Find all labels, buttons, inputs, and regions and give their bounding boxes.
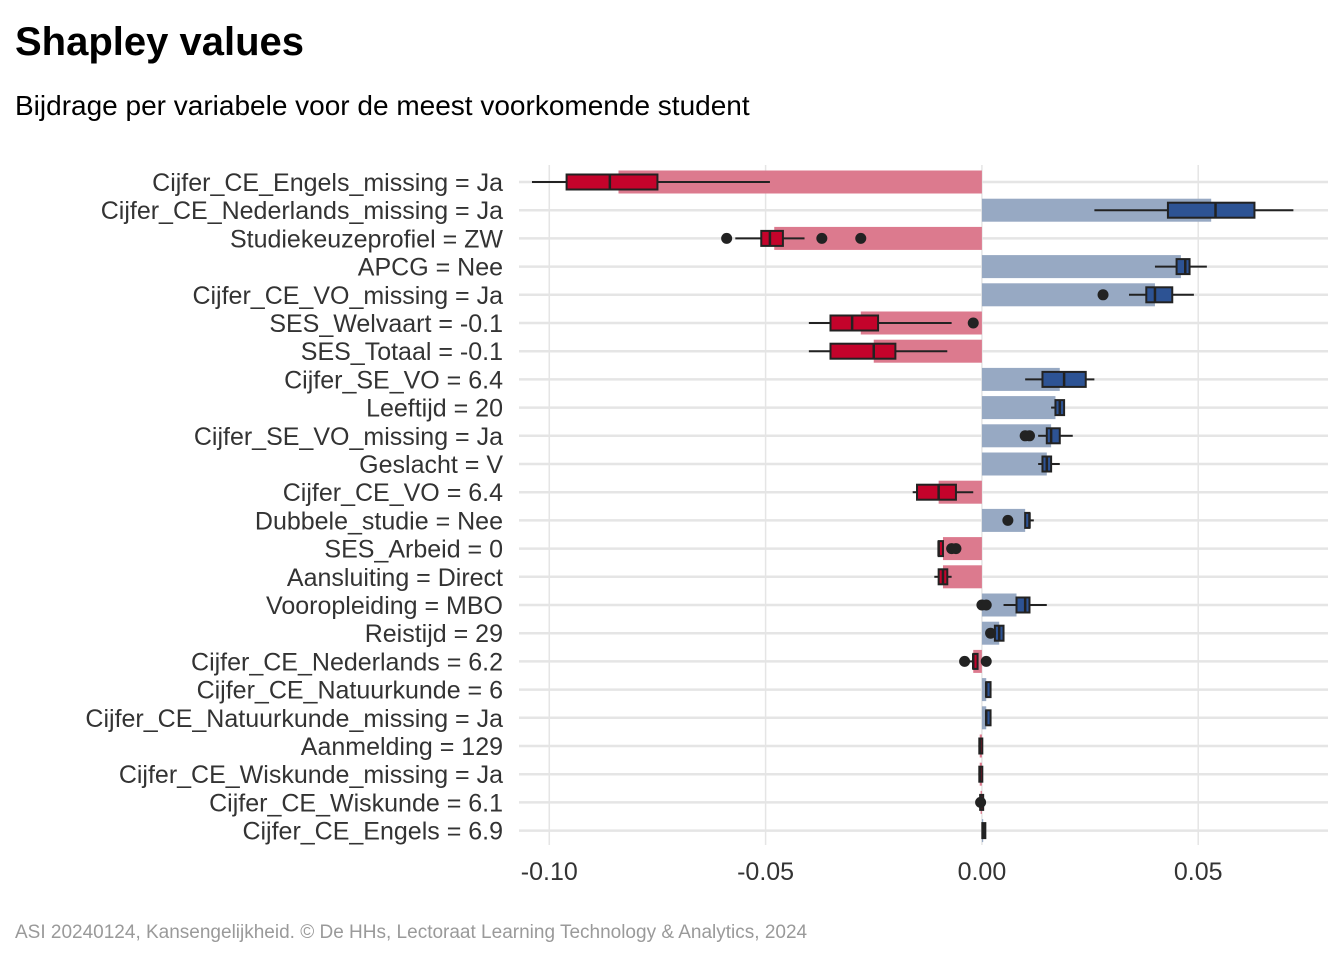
category-label: Cijfer_CE_Nederlands = 6.2 bbox=[191, 648, 503, 676]
box bbox=[1015, 596, 1031, 614]
category-row: Cijfer_CE_Wiskunde = 6.1 bbox=[209, 789, 987, 817]
category-label: Cijfer_SE_VO = 6.4 bbox=[284, 366, 503, 394]
contribution-bar bbox=[981, 706, 987, 730]
category-row: Cijfer_CE_Engels_missing = Ja bbox=[152, 169, 982, 197]
category-label: SES_Welvaart = -0.1 bbox=[269, 310, 503, 338]
contribution-bar bbox=[981, 283, 1155, 307]
category-label: Geslacht = V bbox=[359, 451, 503, 479]
category-row: Leeftijd = 20 bbox=[366, 395, 1066, 423]
chart-subtitle: Bijdrage per variabele voor de meest voo… bbox=[15, 90, 750, 121]
category-label: Cijfer_CE_Wiskunde_missing = Ja bbox=[119, 761, 503, 789]
x-tick-label: -0.05 bbox=[737, 858, 794, 886]
contribution-bar bbox=[618, 170, 982, 194]
category-row: APCG = Nee bbox=[358, 254, 1207, 282]
outlier-point bbox=[967, 317, 979, 329]
box bbox=[829, 314, 880, 332]
outlier-point bbox=[1023, 430, 1035, 442]
chart-caption: ASI 20240124, Kansengelijkheid. © De HHs… bbox=[15, 922, 808, 943]
category-row: Cijfer_CE_Wiskunde_missing = Ja bbox=[119, 761, 984, 789]
outlier-point bbox=[980, 599, 992, 611]
contribution-bar bbox=[981, 424, 1052, 448]
box bbox=[1175, 258, 1191, 276]
contribution-bar bbox=[774, 226, 982, 250]
x-tick-label: 0.05 bbox=[1174, 858, 1223, 886]
category-label: Cijfer_CE_Natuurkunde = 6 bbox=[197, 677, 503, 705]
outlier-point bbox=[959, 655, 971, 667]
outlier-point bbox=[980, 655, 992, 667]
category-row: Cijfer_SE_VO = 6.4 bbox=[284, 366, 1095, 394]
category-label: SES_Totaal = -0.1 bbox=[301, 338, 503, 366]
category-row: Vooropleiding = MBO bbox=[266, 592, 1047, 620]
x-tick-label: -0.10 bbox=[521, 858, 578, 886]
box bbox=[1145, 286, 1174, 304]
category-label: Aansluiting = Direct bbox=[287, 564, 503, 592]
box bbox=[565, 173, 659, 191]
category-label: Cijfer_SE_VO_missing = Ja bbox=[194, 423, 503, 451]
category-label: Dubbele_studie = Nee bbox=[255, 507, 503, 535]
category-label: Cijfer_CE_VO = 6.4 bbox=[283, 479, 503, 507]
category-row: Studiekeuzeprofiel = ZW bbox=[230, 225, 982, 253]
contribution-bar bbox=[981, 593, 1017, 617]
category-label: Cijfer_CE_Natuurkunde_missing = Ja bbox=[85, 705, 503, 733]
contribution-bar bbox=[981, 396, 1056, 420]
contribution-bar bbox=[981, 255, 1181, 279]
category-row: Cijfer_SE_VO_missing = Ja bbox=[194, 423, 1073, 451]
category-row: Reistijd = 29 bbox=[365, 620, 1005, 648]
category-label: Cijfer_CE_Engels = 6.9 bbox=[242, 818, 503, 846]
category-row: SES_Arbeid = 0 bbox=[324, 536, 982, 564]
contribution-bar bbox=[981, 452, 1047, 476]
category-label: Vooropleiding = MBO bbox=[266, 592, 503, 620]
category-label: APCG = Nee bbox=[358, 254, 503, 282]
x-tick-label: 0.00 bbox=[958, 858, 1007, 886]
box bbox=[1045, 427, 1061, 445]
category-label: SES_Arbeid = 0 bbox=[324, 536, 503, 564]
box bbox=[1166, 201, 1256, 219]
contribution-bar bbox=[942, 565, 982, 589]
outlier-point bbox=[950, 543, 962, 555]
chart-title: Shapley values bbox=[15, 20, 305, 64]
category-row: SES_Welvaart = -0.1 bbox=[269, 310, 982, 338]
category-row: Aanmelding = 129 bbox=[301, 733, 984, 761]
contribution-bar bbox=[942, 537, 982, 561]
category-label: Cijfer_CE_Nederlands_missing = Ja bbox=[101, 197, 503, 225]
contribution-bar bbox=[981, 678, 987, 702]
category-row: Aansluiting = Direct bbox=[287, 564, 982, 592]
category-row: Cijfer_CE_Engels = 6.9 bbox=[242, 818, 987, 846]
outlier-point bbox=[721, 232, 733, 244]
category-label: Reistijd = 29 bbox=[365, 620, 503, 648]
category-label: Cijfer_CE_Wiskunde = 6.1 bbox=[209, 789, 503, 817]
category-row: Geslacht = V bbox=[359, 451, 1060, 479]
category-label: Aanmelding = 129 bbox=[301, 733, 503, 761]
category-row: Cijfer_CE_Nederlands = 6.2 bbox=[191, 648, 992, 676]
box bbox=[916, 483, 957, 501]
category-label: Cijfer_CE_VO_missing = Ja bbox=[192, 282, 503, 310]
category-label: Cijfer_CE_Engels_missing = Ja bbox=[152, 169, 503, 197]
box bbox=[829, 342, 897, 360]
outlier-point bbox=[855, 232, 867, 244]
outlier-point bbox=[816, 232, 828, 244]
category-row: Cijfer_CE_Natuurkunde_missing = Ja bbox=[85, 705, 992, 733]
outlier-point bbox=[975, 796, 987, 808]
category-row: Cijfer_CE_Natuurkunde = 6 bbox=[197, 677, 992, 705]
category-label: Leeftijd = 20 bbox=[366, 395, 503, 423]
outlier-point bbox=[1097, 289, 1109, 301]
category-row: Cijfer_CE_VO_missing = Ja bbox=[192, 282, 1194, 310]
category-row: Cijfer_CE_VO = 6.4 bbox=[283, 479, 982, 507]
outlier-point bbox=[985, 627, 997, 639]
category-row: Dubbele_studie = Nee bbox=[255, 507, 1034, 535]
box bbox=[760, 229, 784, 247]
category-row: Cijfer_CE_Nederlands_missing = Ja bbox=[101, 197, 1294, 225]
category-row: SES_Totaal = -0.1 bbox=[301, 338, 982, 366]
outlier-point bbox=[1002, 514, 1014, 526]
contribution-bar bbox=[981, 367, 1060, 391]
category-label: Studiekeuzeprofiel = ZW bbox=[230, 225, 503, 253]
